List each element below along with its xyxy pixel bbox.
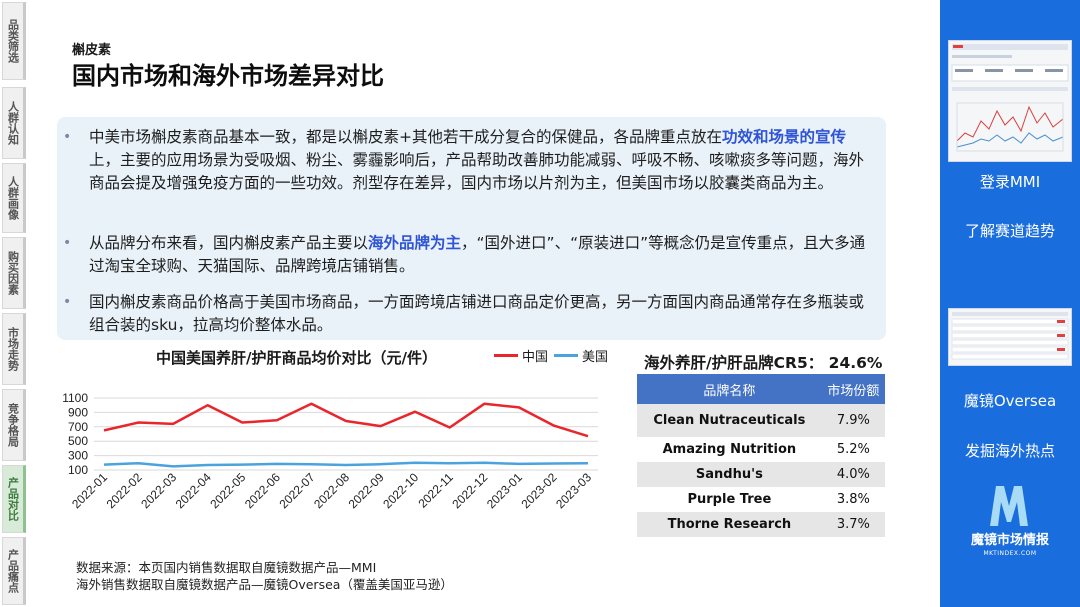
brand-url: MKTINDEX.COM (983, 550, 1037, 557)
data-source-note: 数据来源：本页国内销售数据取自魔镜数据产品—MMI 海外销售数据取自魔镜数据产品… (76, 559, 453, 593)
cr5-share: 4.0% (821, 462, 885, 487)
series-line-usa (103, 461, 589, 468)
y-tick-label: 500 (68, 434, 88, 448)
side-tab-category-filter[interactable]: 品类筛选 (2, 2, 26, 80)
summary-box: 中美市场槲皮素商品基本一致，都是以槲皮素+其他若干成分复合的保健品，各品牌重点放… (57, 117, 886, 340)
side-tab-bar: 品类筛选 人群认知 人群画像 购买因素 市场走势 竞争格局 产品对比 产品痛点 (0, 0, 28, 607)
side-tab-label: 产品痛点 (6, 549, 20, 593)
cr5-share: 3.8% (821, 487, 885, 512)
price-line-chart: 10030050070090011002022-012022-022022-03… (62, 391, 598, 511)
cr5-share: 3.7% (821, 512, 885, 537)
mmi-dashboard-thumbnail-image (951, 44, 1069, 152)
oversea-table-thumbnail-image (951, 312, 1069, 360)
bullet-2: 从品牌分布来看，国内槲皮素产品主要以海外品牌为主，“国外进口”、“原装进口”等概… (63, 232, 875, 278)
cr5-share: 7.9% (821, 404, 885, 437)
side-tab-label: 人群画像 (6, 176, 20, 220)
legend-item-china: 中国 (494, 346, 548, 365)
cr5-title: 海外养肝/护肝品牌CR5： 24.6% (644, 354, 883, 372)
cr5-brand: Purple Tree (637, 487, 822, 512)
side-tab-competition[interactable]: 竞争格局 (2, 389, 26, 461)
bullet-1-text-b: 上，主要的应用场景为受吸烟、粉尘、雾霾影响后，产品帮助改善肺功能减弱、呼吸不畅、… (89, 151, 865, 192)
source-line-1: 数据来源：本页国内销售数据取自魔镜数据产品—MMI (76, 560, 377, 575)
cr5-brand: Amazing Nutrition (637, 437, 822, 462)
side-tab-label: 品类筛选 (6, 19, 20, 63)
cr5-share: 5.2% (821, 437, 885, 462)
table-row: Amazing Nutrition 5.2% (637, 437, 885, 462)
bullet-2-text-a: 从品牌分布来看，国内槲皮素产品主要以 (89, 234, 369, 252)
table-row: Thorne Research 3.7% (637, 512, 885, 537)
chart-title: 中国美国养肝/护肝商品均价对比（元/件） (156, 349, 437, 367)
side-tab-market-trend[interactable]: 市场走势 (2, 313, 26, 385)
bullet-3-text: 国内槲皮素商品价格高于美国市场商品，一方面跨境店铺进口商品定价更高，另一方面国内… (89, 293, 865, 334)
bullet-2-highlight: 海外品牌为主 (368, 234, 462, 252)
mmi-screenshot-thumbnail[interactable] (948, 40, 1072, 162)
page-subtitle: 槲皮素 (72, 43, 112, 58)
page-title: 国内市场和海外市场差异对比 (72, 62, 384, 90)
side-tab-crowd-profile[interactable]: 人群画像 (2, 163, 26, 233)
legend-swatch-china (494, 354, 518, 357)
x-tick-label: 2022-11 (415, 470, 456, 511)
cr5-brand: Sandhu's (637, 462, 822, 487)
login-mmi-link[interactable]: 登录MMI (979, 173, 1041, 191)
y-tick-label: 900 (68, 405, 88, 419)
discover-hotspot-link[interactable]: 发掘海外热点 (964, 442, 1055, 460)
cr5-header-brand: 品牌名称 (637, 374, 822, 404)
bullet-3: 国内槲皮素商品价格高于美国市场商品，一方面跨境店铺进口商品定价更高，另一方面国内… (63, 291, 875, 337)
x-tick-label: 2022-08 (311, 470, 352, 511)
side-tab-product-pain-points[interactable]: 产品痛点 (2, 537, 26, 605)
cr5-brand: Thorne Research (637, 512, 822, 537)
x-tick-label: 2022-09 (346, 470, 387, 511)
side-tab-label: 购买因素 (6, 251, 20, 295)
side-tab-purchase-factors[interactable]: 购买因素 (2, 237, 26, 309)
side-tab-label: 市场走势 (6, 327, 20, 371)
y-tick-label: 300 (68, 449, 88, 463)
bullet-1: 中美市场槲皮素商品基本一致，都是以槲皮素+其他若干成分复合的保健品，各品牌重点放… (63, 126, 875, 195)
cr5-brand: Clean Nutraceuticals (637, 404, 822, 437)
legend-label-china: 中国 (522, 350, 549, 365)
cr5-table: 品牌名称 市场份额 Clean Nutraceuticals 7.9% Amaz… (637, 374, 885, 537)
x-tick-label: 2022-12 (449, 470, 490, 511)
chart-legend: 中国 美国 (494, 346, 614, 365)
side-tab-label: 产品对比 (6, 477, 20, 521)
x-tick-label: 2023-03 (553, 470, 594, 511)
side-tab-label: 竞争格局 (6, 403, 20, 447)
bullet-1-highlight: 功效和场景的宣传 (722, 128, 847, 146)
x-tick-label: 2022-03 (138, 470, 179, 511)
table-row: Purple Tree 3.8% (637, 487, 885, 512)
brand-name: 魔镜市场情报 (970, 533, 1049, 548)
x-tick-label: 2022-02 (104, 470, 145, 511)
x-tick-label: 2022-06 (242, 470, 283, 511)
x-tick-label: 2022-07 (277, 470, 318, 511)
promo-panel: 登录MMI 了解赛道趋势 魔镜Oversea 发掘海外热点 魔镜市场情报 MKT… (940, 0, 1080, 607)
x-tick-label: 2023-02 (519, 470, 560, 511)
oversea-screenshot-thumbnail[interactable] (948, 308, 1072, 366)
legend-swatch-usa (554, 354, 579, 357)
x-tick-label: 2022-10 (380, 470, 421, 511)
bullet-2-text-b: ，“国外进口”、“原装进口”等概念仍是宣传重点，且大多通过淘宝全球购、天猫国际、… (89, 234, 866, 275)
table-row: Clean Nutraceuticals 7.9% (637, 404, 885, 437)
side-tab-label: 人群认知 (6, 101, 20, 145)
table-row: Sandhu's 4.0% (637, 462, 885, 487)
x-tick-label: 2023-01 (484, 470, 525, 511)
source-line-2: 海外销售数据取自魔镜数据产品—魔镜Oversea（覆盖美国亚马逊） (76, 577, 453, 592)
mktindex-logo-icon (990, 486, 1028, 526)
cr5-header-row: 品牌名称 市场份额 (637, 374, 885, 404)
bullet-1-text-a: 中美市场槲皮素商品基本一致，都是以槲皮素+其他若干成分复合的保健品，各品牌重点放… (89, 128, 722, 146)
x-tick-label: 2022-04 (173, 470, 214, 511)
oversea-link[interactable]: 魔镜Oversea (963, 392, 1057, 410)
side-tab-product-compare[interactable]: 产品对比 (2, 465, 26, 533)
legend-item-usa: 美国 (554, 346, 608, 365)
y-tick-label: 1100 (62, 391, 88, 405)
x-tick-label: 2022-05 (207, 470, 248, 511)
track-trend-link[interactable]: 了解赛道趋势 (964, 222, 1055, 240)
y-tick-label: 100 (68, 463, 88, 477)
cr5-header-share: 市场份额 (821, 374, 885, 404)
y-tick-label: 700 (68, 420, 88, 434)
series-line-china (103, 402, 589, 438)
legend-label-usa: 美国 (582, 350, 609, 365)
side-tab-crowd-awareness[interactable]: 人群认知 (2, 87, 26, 159)
